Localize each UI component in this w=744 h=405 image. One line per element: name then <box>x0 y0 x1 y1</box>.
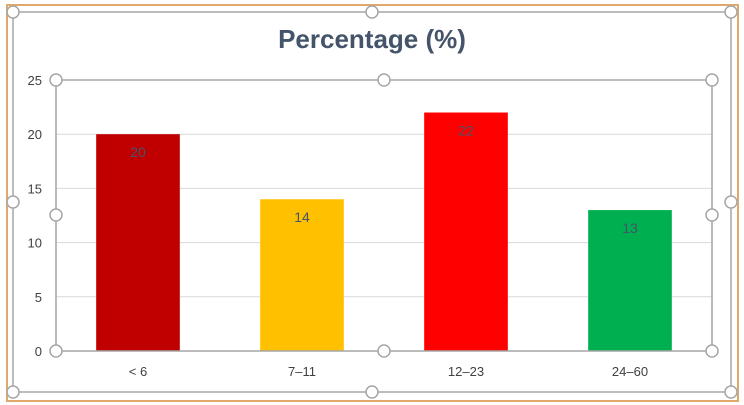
data-label: 14 <box>294 209 310 225</box>
selection-handles <box>6 5 738 399</box>
plot-area-resize-handle[interactable] <box>377 73 391 87</box>
y-tick-label: 10 <box>28 236 42 251</box>
y-tick-label: 5 <box>35 290 42 305</box>
plot-area-resize-handle[interactable] <box>705 73 719 87</box>
chart-title: Percentage (%) <box>278 24 466 54</box>
y-tick-label: 15 <box>28 181 42 196</box>
plot-area-resize-handle[interactable] <box>705 208 719 222</box>
data-labels: 20 14 22 13 <box>130 123 638 237</box>
plot-area-resize-handle[interactable] <box>49 208 63 222</box>
data-label: 13 <box>622 220 638 236</box>
chart-resize-handle[interactable] <box>6 5 20 19</box>
bar[interactable] <box>96 134 180 351</box>
bars <box>96 112 672 352</box>
bar[interactable] <box>588 210 672 351</box>
bar[interactable] <box>260 199 344 351</box>
chart-resize-handle[interactable] <box>724 385 738 399</box>
x-tick-label: < 6 <box>129 364 147 379</box>
chart-resize-handle[interactable] <box>365 5 379 19</box>
x-tick-label: 7–11 <box>288 364 316 379</box>
y-tick-label: 25 <box>28 73 42 88</box>
x-tick-label: 12–23 <box>448 364 484 379</box>
data-label: 22 <box>458 123 474 139</box>
plot-area-resize-handle[interactable] <box>49 344 63 358</box>
y-tick-label: 20 <box>28 127 42 142</box>
plot-area-resize-handle[interactable] <box>377 344 391 358</box>
chart-resize-handle[interactable] <box>365 385 379 399</box>
chart-resize-handle[interactable] <box>724 195 738 209</box>
plot-area-resize-handle[interactable] <box>49 73 63 87</box>
bar[interactable] <box>424 112 508 352</box>
x-tick-label: 24–60 <box>612 364 648 379</box>
chart-resize-handle[interactable] <box>724 5 738 19</box>
plot-area-resize-handle[interactable] <box>705 344 719 358</box>
chart-resize-handle[interactable] <box>6 385 20 399</box>
y-tick-label: 0 <box>35 344 42 359</box>
chart-resize-handle[interactable] <box>6 195 20 209</box>
data-label: 20 <box>130 144 146 160</box>
